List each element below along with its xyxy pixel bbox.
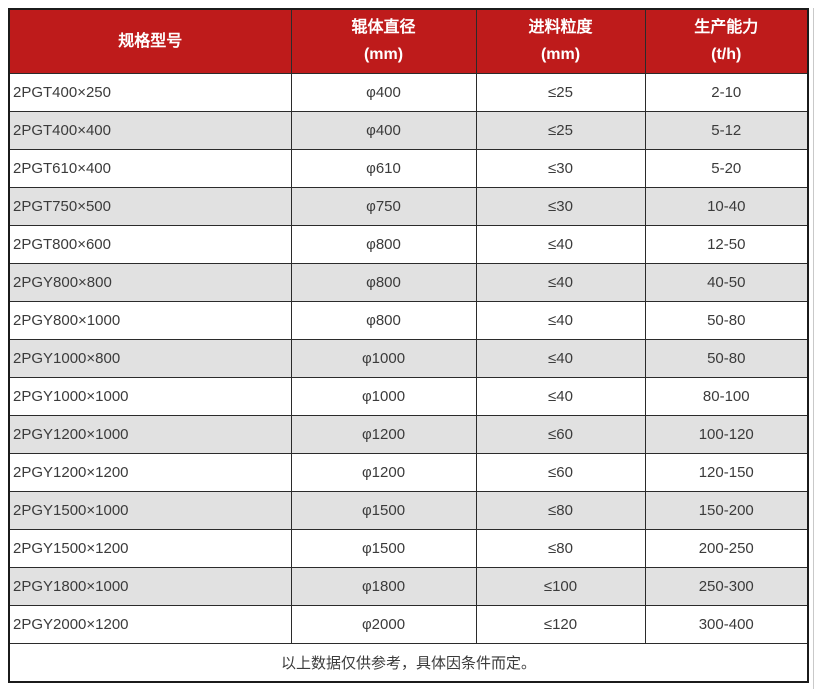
cell-capacity: 50-80 — [644, 338, 809, 378]
cell-roller-diameter: φ800 — [290, 262, 477, 302]
cell-roller-diameter: φ750 — [290, 186, 477, 226]
cell-capacity: 5-12 — [644, 110, 809, 150]
table-footer-row: 以上数据仅供参考，具体因条件而定。 — [8, 642, 809, 683]
cell-model: 2PGY1500×1200 — [8, 528, 292, 568]
cell-capacity: 250-300 — [644, 566, 809, 606]
cell-capacity: 2-10 — [644, 72, 809, 112]
table-row: 2PGY2000×1200 φ2000 ≤120 300-400 — [8, 604, 809, 644]
cell-model: 2PGY1200×1000 — [8, 414, 292, 454]
cell-capacity: 200-250 — [644, 528, 809, 568]
cell-feed-size: ≤40 — [475, 300, 646, 340]
cell-model: 2PGY800×1000 — [8, 300, 292, 340]
cell-roller-diameter: φ2000 — [290, 604, 477, 644]
cell-feed-size: ≤120 — [475, 604, 646, 644]
spec-table: 规格型号 辊体直径 (mm) 进料粒度 (mm) 生产能力 (t/h) 2PGT… — [8, 8, 809, 683]
cell-feed-size: ≤40 — [475, 338, 646, 378]
cell-capacity: 10-40 — [644, 186, 809, 226]
cell-feed-size: ≤30 — [475, 148, 646, 188]
header-cell-capacity: 生产能力 (t/h) — [644, 8, 809, 74]
cell-model: 2PGY1000×1000 — [8, 376, 292, 416]
page-right-divider — [813, 8, 814, 689]
table-body: 2PGT400×250 φ400 ≤25 2-10 2PGT400×400 φ400 ≤25… — [8, 72, 809, 644]
cell-capacity: 100-120 — [644, 414, 809, 454]
table-row: 2PGY1200×1000 φ1200 ≤60 100-120 — [8, 414, 809, 454]
table-row: 2PGY1000×800 φ1000 ≤40 50-80 — [8, 338, 809, 378]
cell-capacity: 12-50 — [644, 224, 809, 264]
cell-model: 2PGT750×500 — [8, 186, 292, 226]
cell-feed-size: ≤25 — [475, 110, 646, 150]
header-cell-feed-size: 进料粒度 (mm) — [475, 8, 646, 74]
cell-model: 2PGT400×400 — [8, 110, 292, 150]
cell-roller-diameter: φ1000 — [290, 376, 477, 416]
cell-capacity: 50-80 — [644, 300, 809, 340]
cell-roller-diameter: φ400 — [290, 72, 477, 112]
cell-feed-size: ≤60 — [475, 414, 646, 454]
spec-table-page: 规格型号 辊体直径 (mm) 进料粒度 (mm) 生产能力 (t/h) 2PGT… — [0, 8, 816, 689]
cell-model: 2PGY1200×1200 — [8, 452, 292, 492]
column-label-feed-size: 进料粒度 — [528, 19, 593, 37]
cell-capacity: 80-100 — [644, 376, 809, 416]
cell-model: 2PGT610×400 — [8, 148, 292, 188]
column-label-model: 规格型号 — [118, 32, 183, 50]
cell-capacity: 40-50 — [644, 262, 809, 302]
cell-feed-size: ≤40 — [475, 376, 646, 416]
cell-model: 2PGY800×800 — [8, 262, 292, 302]
cell-model: 2PGY1800×1000 — [8, 566, 292, 606]
cell-feed-size: ≤100 — [475, 566, 646, 606]
column-unit-feed-size: (mm) — [540, 46, 581, 64]
table-row: 2PGY1000×1000 φ1000 ≤40 80-100 — [8, 376, 809, 416]
table-row: 2PGY1800×1000 φ1800 ≤100 250-300 — [8, 566, 809, 606]
table-row: 2PGT750×500 φ750 ≤30 10-40 — [8, 186, 809, 226]
cell-roller-diameter: φ1200 — [290, 452, 477, 492]
table-row: 2PGT610×400 φ610 ≤30 5-20 — [8, 148, 809, 188]
cell-roller-diameter: φ1500 — [290, 528, 477, 568]
cell-feed-size: ≤30 — [475, 186, 646, 226]
table-row: 2PGT800×600 φ800 ≤40 12-50 — [8, 224, 809, 264]
cell-feed-size: ≤80 — [475, 490, 646, 530]
table-row: 2PGY800×800 φ800 ≤40 40-50 — [8, 262, 809, 302]
cell-capacity: 5-20 — [644, 148, 809, 188]
cell-roller-diameter: φ800 — [290, 224, 477, 264]
cell-capacity: 300-400 — [644, 604, 809, 644]
table-row: 2PGY800×1000 φ800 ≤40 50-80 — [8, 300, 809, 340]
cell-roller-diameter: φ1500 — [290, 490, 477, 530]
cell-model: 2PGY2000×1200 — [8, 604, 292, 644]
table-row: 2PGY1500×1200 φ1500 ≤80 200-250 — [8, 528, 809, 568]
table-header-row: 规格型号 辊体直径 (mm) 进料粒度 (mm) 生产能力 (t/h) — [8, 8, 809, 74]
table-row: 2PGT400×250 φ400 ≤25 2-10 — [8, 72, 809, 112]
cell-roller-diameter: φ1200 — [290, 414, 477, 454]
table-row: 2PGY1200×1200 φ1200 ≤60 120-150 — [8, 452, 809, 492]
cell-feed-size: ≤40 — [475, 262, 646, 302]
cell-model: 2PGT800×600 — [8, 224, 292, 264]
column-label-capacity: 生产能力 — [694, 19, 759, 37]
table-row: 2PGT400×400 φ400 ≤25 5-12 — [8, 110, 809, 150]
cell-model: 2PGY1500×1000 — [8, 490, 292, 530]
header-cell-roller-diameter: 辊体直径 (mm) — [290, 8, 477, 74]
cell-feed-size: ≤80 — [475, 528, 646, 568]
cell-roller-diameter: φ1000 — [290, 338, 477, 378]
cell-roller-diameter: φ1800 — [290, 566, 477, 606]
cell-roller-diameter: φ400 — [290, 110, 477, 150]
cell-roller-diameter: φ610 — [290, 148, 477, 188]
cell-feed-size: ≤40 — [475, 224, 646, 264]
cell-model: 2PGT400×250 — [8, 72, 292, 112]
table-row: 2PGY1500×1000 φ1500 ≤80 150-200 — [8, 490, 809, 530]
cell-feed-size: ≤25 — [475, 72, 646, 112]
cell-capacity: 150-200 — [644, 490, 809, 530]
footer-note: 以上数据仅供参考，具体因条件而定。 — [8, 642, 809, 683]
column-unit-roller-diameter: (mm) — [363, 46, 404, 64]
column-unit-capacity: (t/h) — [711, 46, 742, 64]
cell-capacity: 120-150 — [644, 452, 809, 492]
cell-roller-diameter: φ800 — [290, 300, 477, 340]
column-label-roller-diameter: 辊体直径 — [351, 19, 416, 37]
cell-feed-size: ≤60 — [475, 452, 646, 492]
cell-model: 2PGY1000×800 — [8, 338, 292, 378]
header-cell-model: 规格型号 — [8, 8, 292, 74]
